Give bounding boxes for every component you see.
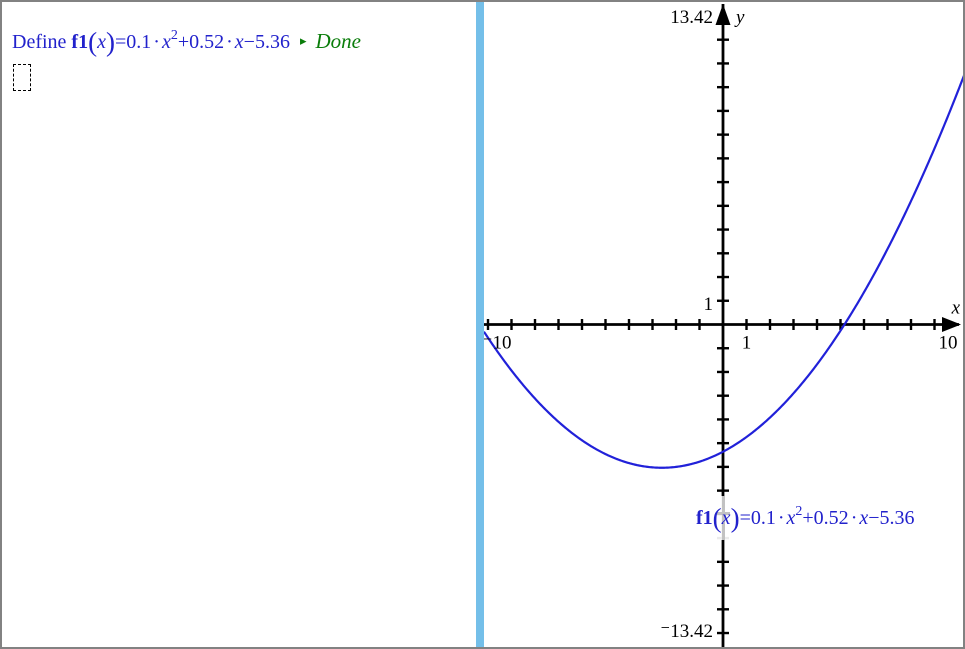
close-paren: ) [105,27,115,57]
y-tick-label: 1 [704,294,714,315]
linear-term: +0.52 [802,507,849,529]
result-arrow-icon: ▸ [299,33,307,48]
variable-x: x [234,31,244,53]
open-paren: ( [88,27,98,57]
page-splitter[interactable] [476,2,484,647]
graph-canvas[interactable]: ⁻10 1 10 13.42 1 ⁻13.42 x y [484,2,963,647]
define-keyword: Define [12,31,72,53]
constant-term: −5.36 [243,31,290,53]
x-axis-name-label: x [951,298,961,319]
function-curve-f1[interactable] [484,75,963,469]
function-variable: x [721,507,731,529]
y-axis-arrow-icon [715,4,731,25]
constant-term: −5.36 [868,507,915,529]
exponent: 2 [795,504,803,519]
equals-sign: = [114,31,127,53]
x-tick-label: 10 [939,333,958,354]
variable-x: x [161,31,171,53]
multiply-dot: · [226,31,233,53]
equation: f1(x)=0.1 · x2+0.52 · x−5.36 [71,28,290,56]
y-axis-name-label: y [734,7,745,28]
coefficient-a: 0.1 [750,507,776,529]
function-name: f1 [71,31,89,53]
y-tick-label: ⁻13.42 [660,621,713,642]
equals-sign: = [739,507,751,529]
variable-x: x [786,507,796,529]
equation: f1(x)=0.1 · x2+0.52 · x−5.36 [696,504,915,532]
multiply-dot: · [153,31,160,53]
input-cursor-box[interactable] [13,64,31,91]
close-paren: ) [730,503,740,533]
function-variable: x [97,31,106,53]
variable-x: x [859,507,869,529]
x-axis-arrow-icon [942,317,961,332]
exponent: 2 [170,28,178,43]
x-tick-label: ⁻10 [484,333,512,354]
axis-behind-label [721,496,725,540]
linear-term: +0.52 [177,31,225,53]
graph-page[interactable]: ⁻10 1 10 13.42 1 ⁻13.42 x y f1(x)=0.1 · x2+0.52 · x… [484,2,963,647]
axis-tick-behind-label [716,512,730,515]
calculator-page[interactable]: Define f1(x)=0.1 · x2+0.52 · x−5.36 ▸ Done [2,2,476,647]
x-tick-label: 1 [742,333,752,354]
multiply-dot: · [777,507,785,529]
define-expression-line[interactable]: Define f1(x)=0.1 · x2+0.52 · x−5.36 ▸ Done [12,24,361,59]
function-graph-label[interactable]: f1(x)=0.1 · x2+0.52 · x−5.36 [696,496,915,540]
done-result: Done [315,29,361,53]
open-paren: ( [712,503,722,533]
function-name: f1 [696,507,713,529]
y-tick-label: 13.42 [670,7,713,28]
multiply-dot: · [850,507,858,529]
coefficient-a: 0.1 [126,31,152,53]
